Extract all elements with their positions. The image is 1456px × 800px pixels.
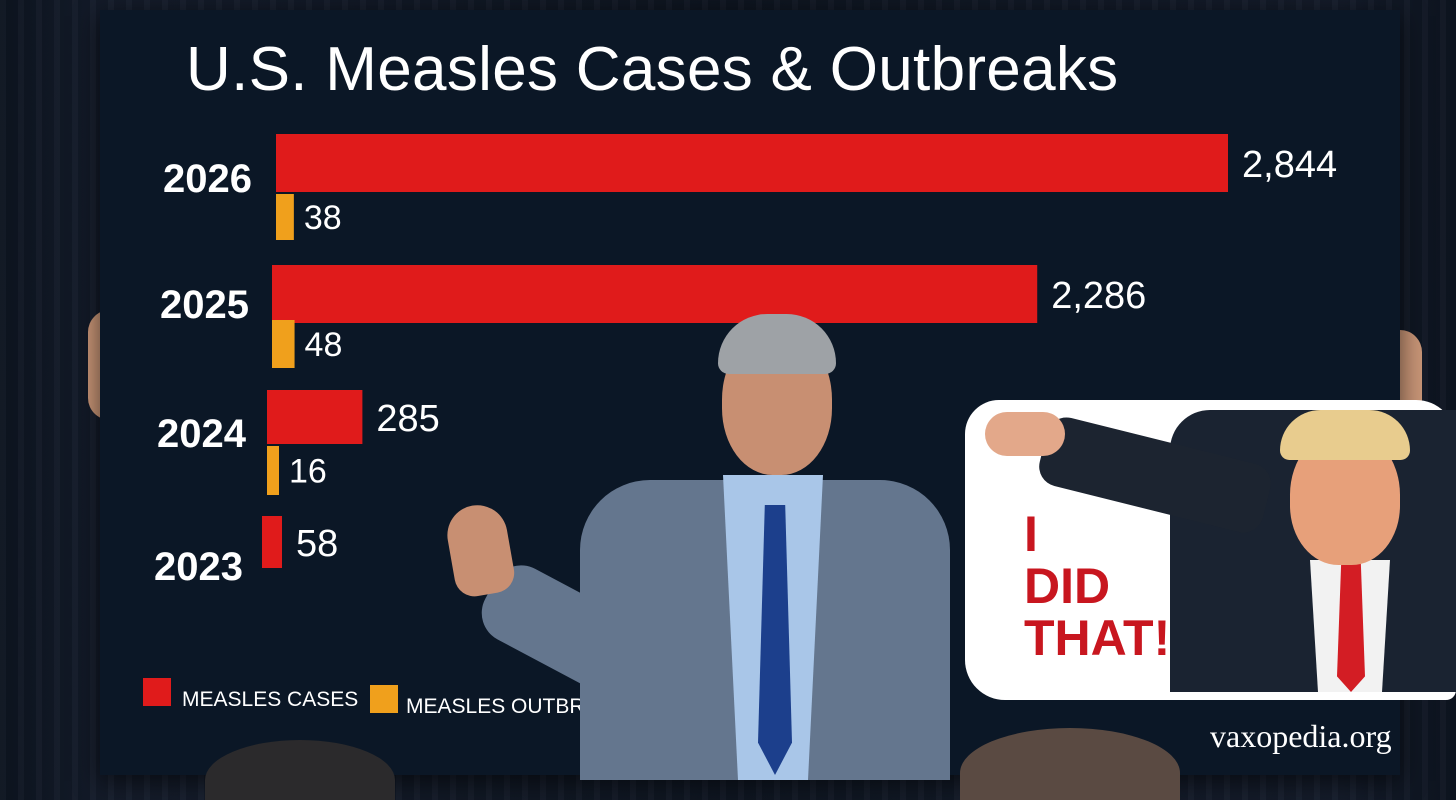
legend-swatch — [143, 678, 171, 706]
year-tick-label: 2024 — [157, 412, 247, 456]
chart-title: U.S. Measles Cases & Outbreaks — [186, 35, 1119, 104]
speaker-figure — [440, 300, 1060, 780]
audience-head — [205, 740, 395, 800]
speaker-hand — [442, 500, 518, 600]
cases-data-label: 58 — [296, 523, 338, 565]
cases-bar — [276, 134, 1228, 192]
speaker-hair — [718, 314, 836, 374]
sticker-line: I — [1024, 506, 1038, 562]
sticker-tie — [1337, 562, 1365, 692]
year-tick-label: 2023 — [154, 545, 243, 589]
legend-swatch — [370, 685, 398, 713]
sticker-line: THAT! — [1024, 610, 1171, 666]
audience-head — [960, 728, 1180, 800]
outbreaks-data-label: 48 — [305, 326, 343, 364]
year-tick-label: 2026 — [163, 157, 252, 201]
outbreaks-bar — [272, 320, 295, 368]
outbreaks-data-label: 38 — [304, 199, 342, 237]
sticker-hair — [1280, 410, 1410, 460]
outbreaks-bar — [276, 194, 294, 240]
cases-data-label: 285 — [376, 398, 439, 440]
outbreaks-data-label: 16 — [289, 453, 327, 491]
cases-bar — [267, 390, 363, 444]
cases-data-label: 2,844 — [1242, 144, 1337, 186]
legend-label: MEASLES CASES — [182, 688, 358, 711]
sticker-line: DID — [1024, 558, 1111, 614]
outbreaks-bar — [267, 446, 279, 495]
watermark: vaxopedia.org — [1210, 718, 1392, 754]
sticker-pointing-hand — [985, 412, 1065, 456]
sticker-caption: I DID THAT! — [1024, 508, 1184, 664]
cases-data-label: 2,286 — [1051, 275, 1146, 317]
year-tick-label: 2025 — [160, 283, 249, 327]
cases-bar — [262, 516, 282, 568]
cases-bar — [272, 265, 1038, 323]
speaker-tie — [758, 505, 792, 775]
